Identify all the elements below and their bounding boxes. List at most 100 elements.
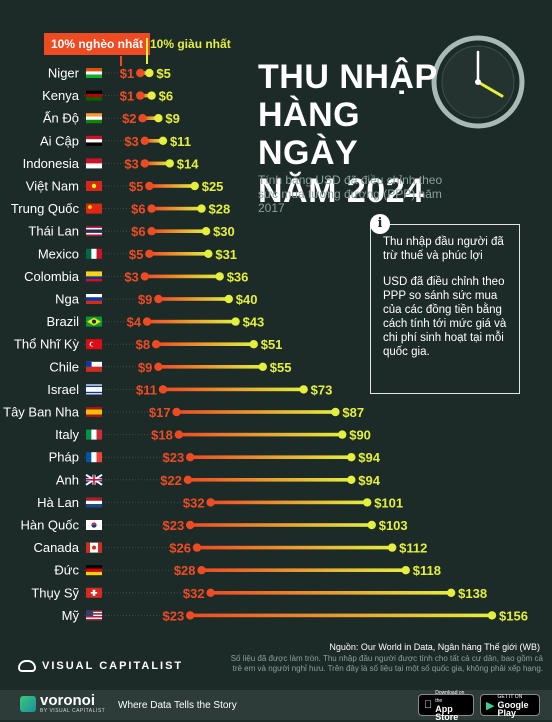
visual-capitalist-logo-icon <box>18 660 36 672</box>
low-value-label: $32 <box>183 495 205 510</box>
country-label: Hà Lan <box>37 495 79 510</box>
row-south-korea: Hàn Quốc $23 $103 <box>20 518 407 534</box>
country-label: Việt Nam <box>26 179 79 194</box>
range-bar <box>144 139 163 143</box>
source-text: Nguồn: Our World in Data, Ngân hàng Thế … <box>329 642 540 652</box>
range-bar <box>176 410 336 414</box>
low-point <box>140 272 150 281</box>
row-thailand: Thái Lan $6 $30 <box>28 224 234 240</box>
range-bar <box>156 342 254 346</box>
country-label: Colombia <box>24 269 80 284</box>
high-point <box>347 475 356 484</box>
high-value-label: $55 <box>270 360 292 375</box>
low-value-label: $26 <box>169 541 191 556</box>
low-value-label: $9 <box>138 360 152 375</box>
high-value-label: $156 <box>499 608 528 623</box>
row-colombia: Colombia $3 $36 <box>24 269 248 285</box>
low-value-label: $5 <box>129 247 143 262</box>
high-value-label: $51 <box>261 337 283 352</box>
flag-chile-icon <box>86 361 102 372</box>
low-point <box>136 68 145 78</box>
low-point <box>140 159 150 168</box>
high-point <box>446 588 456 597</box>
country-label: Thổ Nhĩ Kỳ <box>14 337 80 352</box>
app-store-small-text: Download on the <box>427 690 465 704</box>
range-bar <box>142 116 159 120</box>
low-value-label: $8 <box>136 337 150 352</box>
flag-spain-icon <box>86 407 102 417</box>
range-bar <box>149 252 209 256</box>
low-point <box>206 588 215 597</box>
range-bar <box>149 184 195 188</box>
brand-name: VISUAL CAPITALIST <box>42 660 184 672</box>
low-value-label: $6 <box>131 202 145 217</box>
low-point <box>154 362 163 371</box>
high-point <box>224 294 233 304</box>
high-point <box>147 91 156 100</box>
row-vietnam: Việt Nam $5 $25 <box>26 179 224 195</box>
high-point <box>197 204 206 213</box>
page-subtitle: Tính bằng USD đã điều chỉnh theo sức mua… <box>258 173 443 215</box>
footer-tagline: Where Data Tells the Story <box>118 700 237 711</box>
country-label: Kenya <box>42 88 80 103</box>
voronoi-subtitle: BY VISUAL CAPITALIST <box>40 708 106 714</box>
high-value-label: $30 <box>213 224 235 239</box>
row-china: Trung Quốc $6 $28 <box>11 201 230 217</box>
info-box: Thu nhập đầu người đã trừ thuế và phúc l… <box>370 224 520 394</box>
low-value-label: $23 <box>162 518 184 533</box>
row-niger: Niger $1 $5 <box>48 66 171 82</box>
low-point <box>185 520 195 530</box>
range-bar <box>201 568 406 572</box>
low-value-label: $2 <box>122 111 136 126</box>
google-play-button[interactable]: ▶ GET IT ON Google Play <box>480 694 540 718</box>
high-point <box>367 520 376 530</box>
row-mexico: Mexico $5 $31 <box>38 246 237 262</box>
high-value-label: $25 <box>202 179 224 194</box>
low-point <box>138 114 147 123</box>
legend-low-label: 10% nghèo nhất <box>44 33 151 55</box>
country-label: Canada <box>33 540 79 555</box>
row-brazil: Brazil $4 $43 <box>46 314 264 330</box>
google-play-big-text: Google Play <box>497 700 529 718</box>
flag-indonesia-icon <box>86 158 102 169</box>
app-store-button[interactable]:  Download on the App Store <box>418 690 474 722</box>
flag-switzerland-icon <box>86 587 102 598</box>
flag-thailand-icon <box>86 226 102 237</box>
info-paragraph-2: USD đã điều chỉnh theo PPP so sánh sức m… <box>383 276 507 358</box>
high-point <box>145 68 154 78</box>
flag-south-korea-icon <box>86 520 102 530</box>
high-point <box>401 566 410 575</box>
low-value-label: $23 <box>162 450 184 465</box>
low-point <box>172 407 181 417</box>
high-point <box>331 407 340 417</box>
low-point <box>197 566 206 575</box>
country-label: Anh <box>56 472 79 487</box>
range-bar <box>144 274 220 279</box>
high-value-label: $90 <box>349 428 371 443</box>
high-point <box>347 453 356 462</box>
country-label: Pháp <box>49 450 79 465</box>
flag-niger-icon <box>86 68 102 78</box>
high-value-label: $31 <box>215 247 237 262</box>
row-italy: Italy $18 $90 <box>55 427 371 443</box>
flag-italy-icon <box>86 429 102 440</box>
country-label: Đức <box>54 563 79 578</box>
range-bar <box>190 613 492 618</box>
flag-india-icon <box>86 113 102 124</box>
low-point <box>147 227 156 236</box>
flag-germany-icon <box>86 565 102 576</box>
high-point <box>338 430 347 439</box>
apple-icon:  <box>424 699 432 711</box>
visual-capitalist-brand: VISUAL CAPITALIST <box>18 660 183 672</box>
row-kenya: Kenya $1 $6 <box>42 88 173 104</box>
country-label: Hàn Quốc <box>20 518 79 533</box>
high-point <box>165 159 174 168</box>
flag-netherlands-icon <box>86 497 102 508</box>
low-value-label: $3 <box>124 156 138 171</box>
voronoi-logo[interactable]: voronoi BY VISUAL CAPITALIST <box>20 693 106 714</box>
range-bar <box>187 478 352 482</box>
range-bar <box>158 365 263 369</box>
low-value-label: $1 <box>120 89 134 104</box>
low-value-label: $32 <box>183 586 205 601</box>
